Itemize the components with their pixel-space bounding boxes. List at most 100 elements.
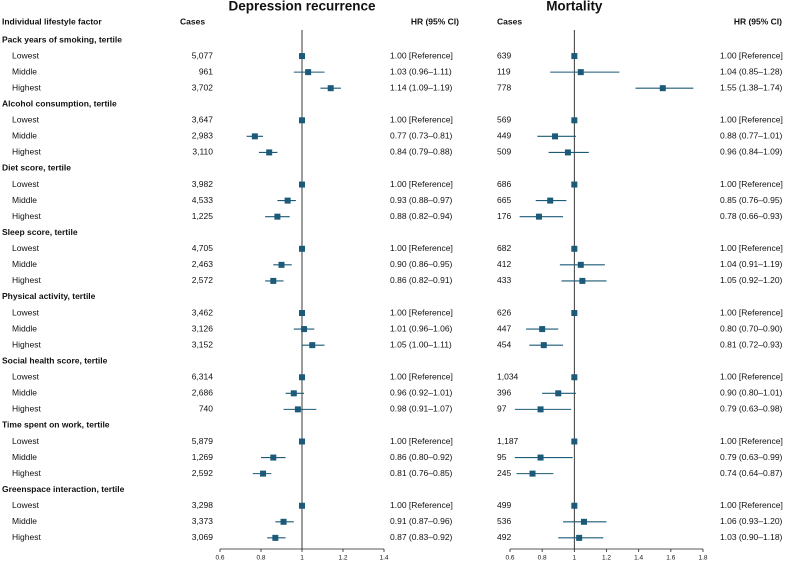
hr-point [299,117,305,124]
hr-label: 0.93 (0.88–0.97) [390,195,453,205]
cases: 412 [497,259,511,269]
hr-label: 0.78 (0.66–0.93) [720,211,783,221]
hr-point [309,342,316,349]
hr-point [299,374,305,381]
cases: 3,373 [192,516,214,526]
hr-label: 0.86 (0.82–0.91) [390,275,453,285]
x-tick-label: 1.6 [666,555,675,562]
cases: 5,077 [192,50,214,60]
x-tick-label: 1.8 [698,555,707,562]
level-label: Middle [12,516,37,526]
level-label: Highest [12,468,41,478]
hr-label: 1.00 [Reference] [720,179,783,189]
hr-point [270,454,277,461]
level-label: Lowest [12,500,40,510]
group-label: Alcohol consumption, tertile [2,98,117,108]
hr-point [278,261,285,268]
hr-point [571,53,578,60]
hr-label: 1.05 (1.00–1.11) [390,339,452,349]
cases: 6,314 [192,372,214,382]
hr-point [301,326,308,333]
hr-label: 0.91 (0.87–0.96) [390,516,453,526]
level-label: Highest [12,147,41,157]
group-label: Time spent on work, tertile [2,420,110,430]
cases: 3,152 [192,339,214,349]
hr-header: HR (95% CI) [734,16,782,26]
level-label: Highest [12,82,41,92]
hr-point [272,534,279,541]
hr-point [299,310,305,317]
hr-label: 1.04 (0.85–1.28) [720,66,783,76]
hr-label: 1.00 [Reference] [720,436,783,446]
cases: 740 [199,404,213,414]
hr-label: 0.81 (0.72–0.93) [720,339,783,349]
level-label: Lowest [12,243,40,253]
hr-point [270,277,277,284]
hr-header: HR (95% CI) [411,16,459,26]
hr-point [284,197,291,204]
cases: 449 [497,131,511,141]
hr-point [552,133,559,140]
factor-header: Individual lifestyle factor [2,16,102,26]
cases: 245 [497,468,511,478]
level-label: Lowest [12,372,40,382]
hr-point [260,470,267,477]
hr-point [299,502,305,509]
hr-point [529,470,536,477]
hr-label: 0.90 (0.80–1.01) [720,388,783,398]
hr-point [571,245,578,252]
level-label: Highest [12,211,41,221]
cases: 3,982 [192,179,214,189]
hr-point [299,53,305,60]
cases: 665 [497,195,511,205]
x-tick-label: 1.2 [338,555,347,562]
cases: 176 [497,211,511,221]
level-label: Middle [12,323,37,333]
hr-label: 1.03 (0.96–1.11) [390,66,452,76]
level-label: Middle [12,131,37,141]
hr-point [571,310,578,317]
group-label: Physical activity, tertile [2,291,96,301]
hr-label: 0.77 (0.73–0.81) [390,131,453,141]
level-label: Lowest [12,436,40,446]
cases: 682 [497,243,511,253]
x-tick-label: 1 [300,555,304,562]
hr-point [280,518,287,525]
level-label: Middle [12,195,37,205]
hr-label: 1.01 (0.96–1.06) [390,323,453,333]
hr-label: 1.55 (1.38–1.74) [720,82,783,92]
cases: 3,702 [192,82,214,92]
hr-point [537,454,544,461]
hr-label: 1.00 [Reference] [390,50,453,60]
x-tick-label: 0.8 [538,555,547,562]
x-tick-label: 1.4 [634,555,643,562]
cases: 1,187 [497,436,519,446]
hr-point [305,69,312,76]
cases: 536 [497,516,511,526]
hr-label: 0.80 (0.70–0.90) [720,323,783,333]
hr-point [537,406,544,413]
hr-label: 0.96 (0.92–1.01) [390,388,453,398]
cases: 3,069 [192,532,214,542]
hr-label: 0.90 (0.86–0.95) [390,259,453,269]
hr-point [539,326,546,333]
cases: 447 [497,323,511,333]
hr-point [294,406,301,413]
level-label: Middle [12,452,37,462]
hr-point [266,149,273,156]
cases: 2,572 [192,275,214,285]
cases: 2,592 [192,468,214,478]
hr-point [580,518,587,525]
hr-label: 1.00 [Reference] [390,500,453,510]
level-label: Lowest [12,307,40,317]
cases: 119 [497,66,511,76]
hr-label: 1.14 (1.09–1.19) [390,82,453,92]
x-tick-label: 1.2 [602,555,611,562]
hr-label: 1.00 [Reference] [390,243,453,253]
level-label: Lowest [12,115,40,125]
hr-label: 1.00 [Reference] [390,179,453,189]
cases: 3,110 [192,147,213,157]
cases: 97 [497,404,507,414]
hr-point [571,117,578,124]
